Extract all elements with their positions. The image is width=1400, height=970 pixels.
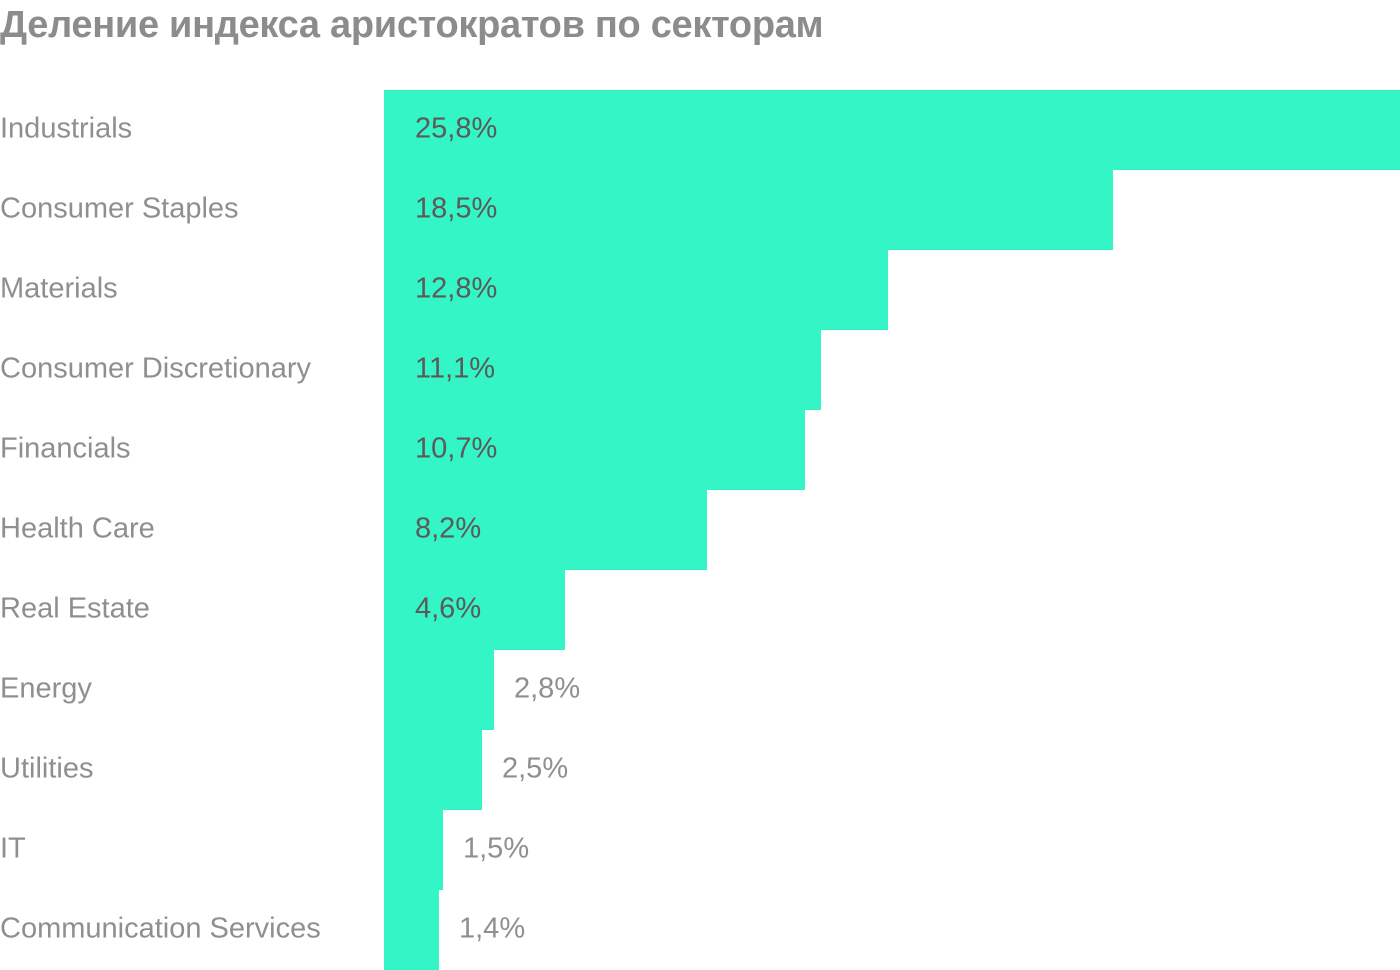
category-label-financials: Financials bbox=[0, 433, 131, 465]
category-label-industrials: Industrials bbox=[0, 113, 132, 145]
value-label-it: 1,5% bbox=[463, 833, 529, 865]
bar-real-estate bbox=[384, 570, 565, 650]
bar-financials bbox=[384, 410, 805, 490]
bar-it bbox=[384, 810, 443, 890]
bar-consumer-discretionary bbox=[384, 330, 821, 410]
category-label-materials: Materials bbox=[0, 273, 118, 305]
value-label-real-estate: 4,6% bbox=[415, 593, 481, 625]
category-label-it: IT bbox=[0, 833, 26, 865]
bar-utilities bbox=[384, 730, 482, 810]
value-label-financials: 10,7% bbox=[415, 433, 497, 465]
value-label-utilities: 2,5% bbox=[502, 753, 568, 785]
value-label-health-care: 8,2% bbox=[415, 513, 481, 545]
labels-layer: Industrials 25,8% Consumer Staples 18,5% Mat… bbox=[0, 113, 580, 945]
category-label-health-care: Health Care bbox=[0, 513, 155, 545]
bar-energy bbox=[384, 650, 494, 730]
category-label-energy: Energy bbox=[0, 673, 92, 705]
bar-consumer-staples bbox=[384, 170, 1113, 250]
category-label-communication-services: Communication Services bbox=[0, 913, 321, 945]
value-label-consumer-discretionary: 11,1% bbox=[415, 353, 495, 385]
bar-communication-services bbox=[384, 890, 439, 970]
category-label-consumer-staples: Consumer Staples bbox=[0, 193, 239, 225]
value-label-energy: 2,8% bbox=[514, 673, 580, 705]
category-label-utilities: Utilities bbox=[0, 753, 93, 785]
category-label-consumer-discretionary: Consumer Discretionary bbox=[0, 353, 312, 385]
value-label-materials: 12,8% bbox=[415, 273, 497, 305]
bars-layer bbox=[384, 90, 1400, 970]
chart-title: Деление индекса аристократов по секторам bbox=[0, 4, 824, 46]
value-label-communication-services: 1,4% bbox=[459, 913, 525, 945]
bar-materials bbox=[384, 250, 888, 330]
bar-health-care bbox=[384, 490, 707, 570]
value-label-consumer-staples: 18,5% bbox=[415, 193, 497, 225]
category-label-real-estate: Real Estate bbox=[0, 593, 150, 625]
bar-industrials bbox=[384, 90, 1400, 170]
value-label-industrials: 25,8% bbox=[415, 113, 497, 145]
